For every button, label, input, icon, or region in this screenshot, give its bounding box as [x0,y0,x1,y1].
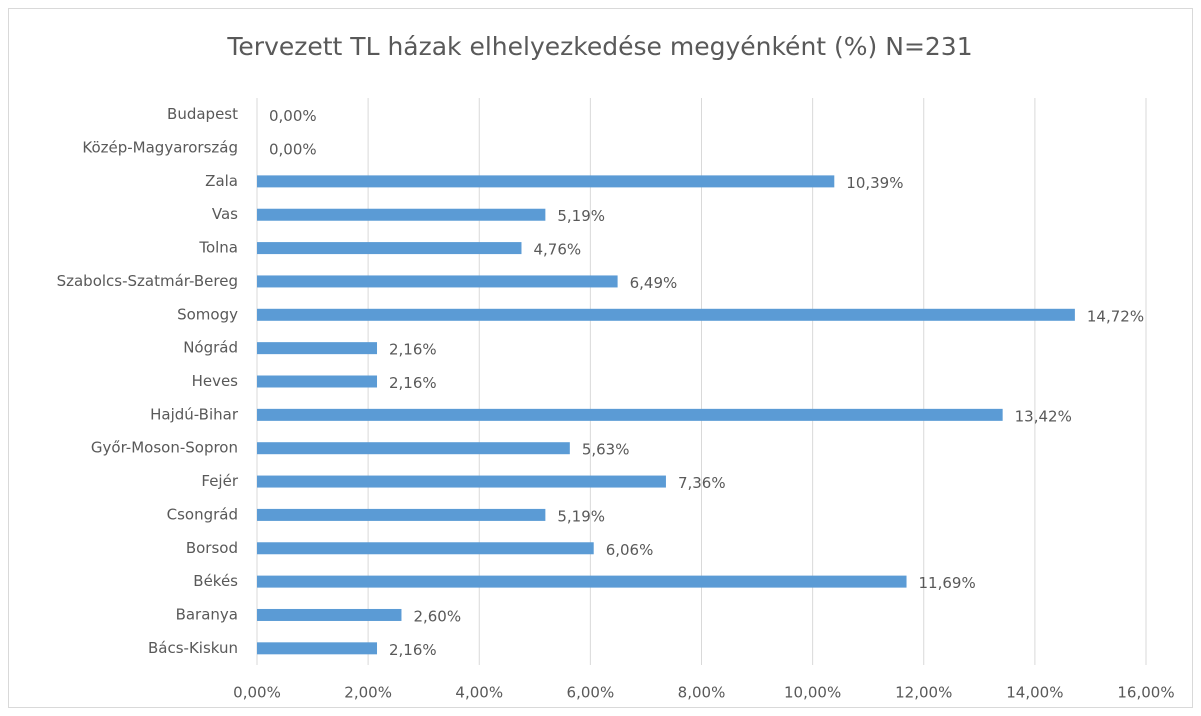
data-label: 6,49% [630,274,678,292]
y-tick-label: Szabolcs-Szatmár-Bereg [57,272,238,290]
bar [257,375,378,388]
bar [257,242,522,255]
data-label: 2,60% [413,607,461,625]
data-label: 5,63% [582,441,630,459]
bar [257,208,546,221]
bar [257,408,1003,421]
bar [257,575,907,588]
data-label: 2,16% [389,641,437,659]
x-tick-label: 0,00% [233,684,281,702]
y-tick-label: Budapest [167,105,238,123]
y-tick-label: Somogy [177,305,238,323]
y-tick-label: Borsod [186,539,238,557]
bar [257,275,618,288]
chart-title: Tervezett TL házak elhelyezkedése megyén… [226,32,972,61]
bar [257,508,546,521]
chart-frame [8,8,1193,708]
y-tick-label: Csongrád [167,505,238,523]
y-tick-label: Tolna [198,239,238,257]
y-tick-label: Hajdú-Bihar [150,405,239,423]
bar [257,308,1075,321]
y-tick-label: Győr-Moson-Sopron [91,439,238,457]
data-label: 14,72% [1087,307,1144,325]
bar [257,342,378,355]
x-tick-label: 10,00% [784,684,841,702]
data-label: 10,39% [846,174,903,192]
data-label: 7,36% [678,474,726,492]
x-tick-label: 14,00% [1006,684,1063,702]
data-label: 11,69% [919,574,976,592]
data-label: 2,16% [389,341,437,359]
y-tick-label: Zala [205,172,238,190]
data-label: 13,42% [1015,407,1072,425]
x-tick-label: 16,00% [1117,684,1174,702]
data-label: 0,00% [269,107,317,125]
bar [257,608,402,621]
data-label: 6,06% [606,541,654,559]
bar [257,542,594,555]
y-tick-label: Baranya [176,605,238,623]
data-label: 4,76% [533,241,581,259]
y-tick-label: Békés [193,572,238,590]
y-tick-label: Vas [212,205,238,223]
x-tick-label: 2,00% [344,684,392,702]
bar [257,642,378,655]
x-tick-label: 12,00% [895,684,952,702]
data-label: 5,19% [557,507,605,525]
y-tick-label: Heves [192,372,239,390]
y-tick-label: Bács-Kiskun [148,639,238,657]
bar [257,175,835,188]
data-label: 5,19% [557,207,605,225]
y-tick-label: Nógrád [183,339,238,357]
data-label: 2,16% [389,374,437,392]
y-tick-label: Fejér [201,472,238,490]
x-tick-label: 8,00% [678,684,726,702]
y-tick-label: Közép-Magyarország [82,139,238,157]
x-tick-label: 6,00% [567,684,615,702]
bar [257,442,570,455]
data-label: 0,00% [269,141,317,159]
x-tick-label: 4,00% [455,684,503,702]
bar [257,475,666,488]
